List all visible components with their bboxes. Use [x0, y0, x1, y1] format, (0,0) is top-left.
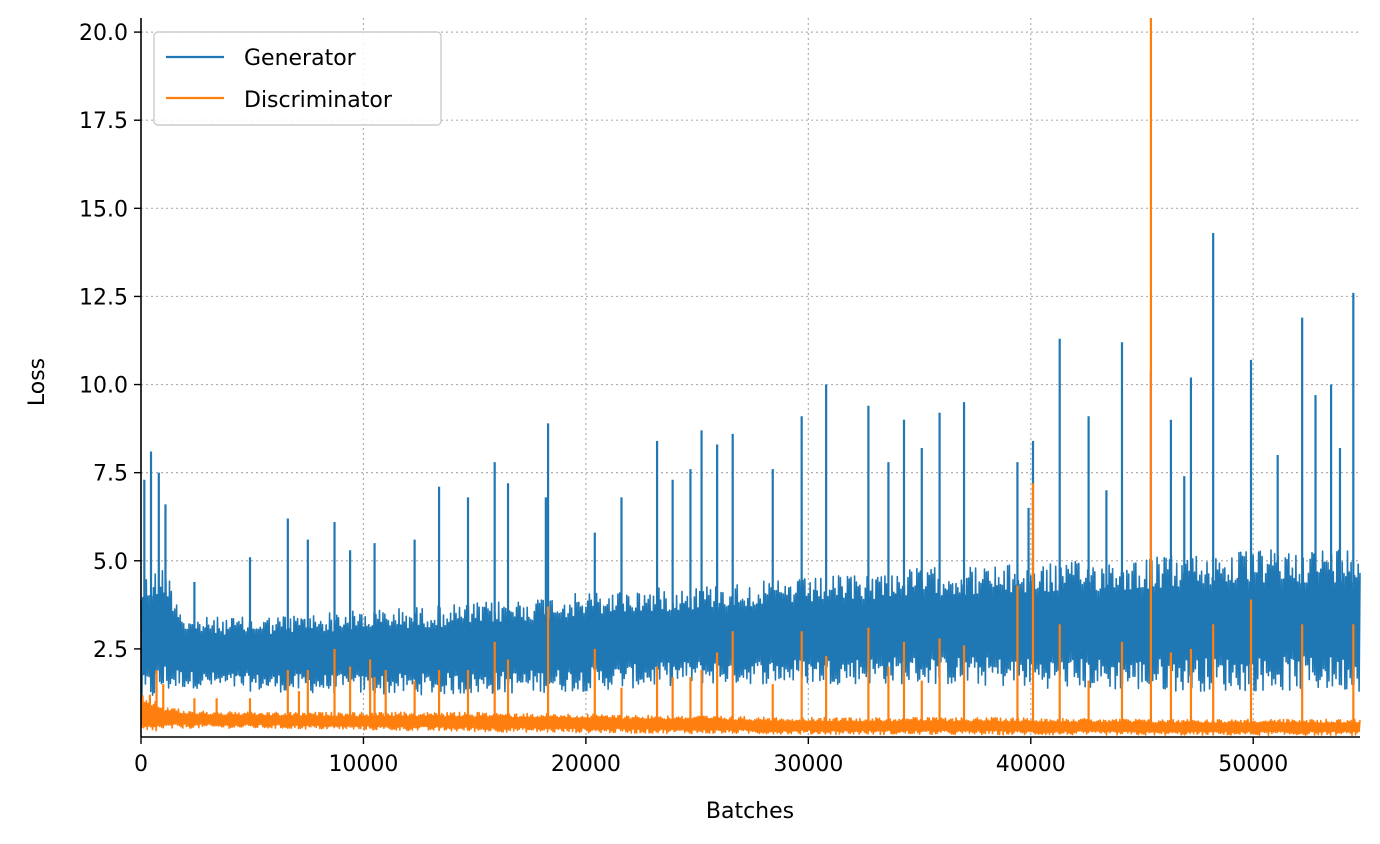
- ticks: 0 10000 20000 30000 40000 50000 2.5 5.0 7.5 10.0 1…: [79, 21, 1288, 777]
- x-tick-label: 40000: [996, 752, 1066, 777]
- plot-area: [140, 18, 1361, 736]
- y-tick-label: 20.0: [79, 21, 128, 46]
- x-tick-label: 30000: [773, 752, 843, 777]
- x-tick-label: 20000: [551, 752, 621, 777]
- y-tick-label: 10.0: [79, 374, 128, 399]
- y-axis-label: Loss: [25, 358, 50, 406]
- series-generator: [140, 232, 1361, 700]
- legend: Generator Discriminator: [153, 31, 442, 126]
- y-tick-label: 17.5: [79, 109, 128, 134]
- series-line: [140, 549, 1361, 700]
- x-tick-label: 0: [134, 752, 148, 777]
- series-line: [140, 695, 1361, 736]
- x-tick-label: 50000: [1218, 752, 1288, 777]
- y-tick-label: 2.5: [93, 638, 128, 663]
- y-tick-label: 7.5: [93, 462, 128, 487]
- legend-label-generator: Generator: [244, 46, 357, 71]
- y-tick-label: 5.0: [93, 550, 128, 575]
- legend-box: [153, 31, 442, 126]
- y-tick-label: 15.0: [79, 197, 128, 222]
- series-discriminator: [140, 18, 1361, 736]
- x-axis-label: Batches: [706, 799, 794, 824]
- axes: [140, 18, 1360, 738]
- x-tick-label: 10000: [328, 752, 398, 777]
- y-tick-label: 12.5: [79, 285, 128, 310]
- legend-label-discriminator: Discriminator: [244, 88, 393, 113]
